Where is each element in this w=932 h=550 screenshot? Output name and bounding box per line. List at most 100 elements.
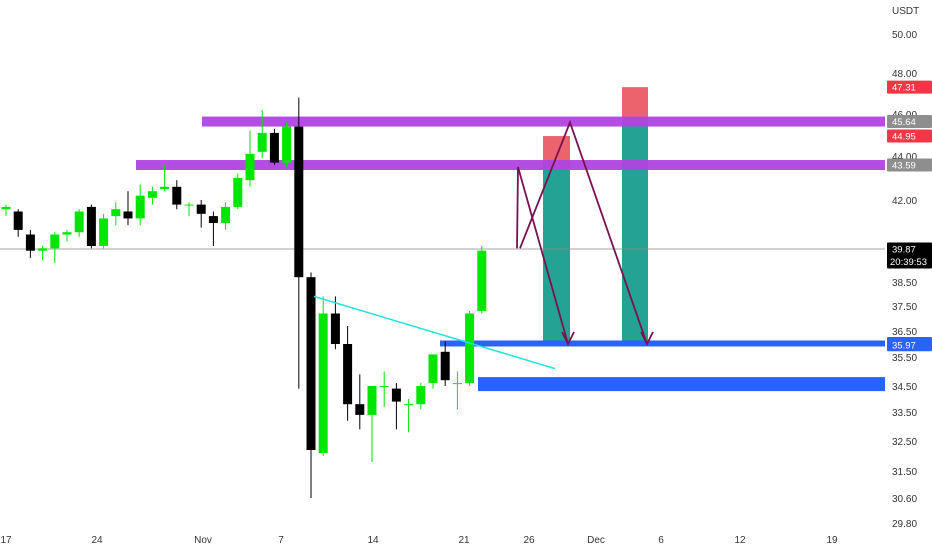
x-tick-label: 6 (658, 535, 664, 546)
candle (245, 130, 255, 187)
price-badge: 45.64 (887, 115, 932, 129)
candle (257, 109, 267, 159)
price-badge-label: 39.87 (892, 245, 916, 256)
candle (147, 186, 157, 205)
candle-body (318, 313, 328, 453)
position-zones (543, 87, 648, 344)
candle-body (343, 344, 353, 405)
time-axis[interactable]: 17 24 Nov 7 14 21 26 Dec 6 12 19 (0, 535, 838, 546)
candle-body (269, 132, 279, 163)
candle (391, 383, 401, 430)
candle (452, 371, 462, 410)
candle-body (160, 186, 170, 189)
resistance-band (202, 116, 885, 127)
arrowhead-2 (640, 331, 654, 347)
y-tick-label: 29.80 (892, 519, 917, 530)
projection-arrow-1 (516, 166, 569, 345)
x-tick-label: Nov (194, 535, 212, 546)
candle (343, 326, 353, 421)
y-tick-label: 35.50 (892, 353, 917, 364)
candle (221, 202, 231, 230)
x-tick-label: 12 (734, 535, 746, 546)
candle (99, 213, 109, 249)
candle-body (282, 126, 292, 163)
price-badge-label: 35.97 (892, 340, 916, 351)
y-tick-label: 48.00 (892, 69, 917, 80)
candle-body (465, 313, 475, 384)
candle-body (477, 250, 487, 311)
support-band (440, 340, 885, 347)
x-tick-label: Dec (587, 535, 605, 546)
price-badge: 43.59 (887, 158, 932, 172)
candle-body (221, 206, 231, 224)
candle-body (452, 383, 462, 385)
candle-body (233, 178, 243, 207)
candle (196, 200, 206, 228)
support-band (478, 377, 885, 392)
candle-body (74, 211, 84, 233)
target-zone (543, 169, 570, 344)
y-tick-label: 36.50 (892, 327, 917, 338)
candle (160, 164, 170, 192)
candle (38, 246, 48, 261)
candle (294, 97, 304, 389)
candle-body (196, 204, 206, 214)
candle (367, 386, 377, 462)
candle-body (25, 234, 35, 251)
price-badge-label: 43.59 (892, 161, 916, 172)
price-badge-bg (887, 242, 932, 269)
currency-label: USDT (892, 6, 919, 17)
x-tick-label: 14 (367, 535, 379, 546)
price-badge-bg (887, 115, 932, 129)
candle (50, 232, 60, 263)
candle (269, 128, 279, 165)
y-tick-label: 50.00 (892, 30, 917, 41)
candle-body (428, 354, 438, 384)
y-tick-label: 31.50 (892, 467, 917, 478)
price-badge-bg (887, 338, 932, 352)
y-tick-label: 38.50 (892, 278, 917, 289)
candle-body (38, 248, 48, 251)
candle-body (135, 195, 145, 219)
x-tick-label: 21 (458, 535, 470, 546)
candle-body (294, 126, 304, 278)
candle-body (13, 211, 23, 230)
price-badge-bg (887, 158, 932, 172)
candle-body (1, 206, 11, 210)
y-tick-label: 37.50 (892, 302, 917, 313)
price-badge: 44.95 (887, 129, 932, 143)
y-tick-label: 34.50 (892, 382, 917, 393)
candle-body (367, 386, 377, 415)
candle (86, 204, 96, 249)
candle-body (330, 313, 340, 344)
candle (74, 209, 84, 237)
candle (379, 371, 389, 407)
candle (1, 204, 11, 217)
candle (306, 272, 316, 498)
candle-body (404, 404, 414, 406)
countdown-label: 20:39:53 (890, 257, 927, 268)
price-badge: 47.31 (887, 80, 932, 94)
x-tick-label: 7 (278, 535, 284, 546)
candle (465, 311, 475, 386)
candle-body (62, 232, 72, 235)
stop-zone (622, 87, 648, 122)
target-zone (622, 121, 648, 344)
y-tick-label: 32.50 (892, 437, 917, 448)
y-tick-label: 44.00 (892, 152, 917, 163)
candle-body (306, 277, 316, 450)
horizontal-levels (0, 116, 885, 392)
price-badge-label: 47.31 (892, 83, 916, 94)
candle (440, 341, 450, 386)
candle (282, 122, 292, 167)
arrowhead-1 (561, 331, 575, 347)
candle (13, 209, 23, 237)
price-badge: 35.97 (887, 338, 932, 352)
x-tick-label: 24 (91, 535, 103, 546)
candle (111, 202, 121, 226)
candle (233, 173, 243, 210)
candle (318, 296, 328, 456)
candle-body (99, 218, 109, 247)
projection-arrow-2 (519, 119, 648, 345)
